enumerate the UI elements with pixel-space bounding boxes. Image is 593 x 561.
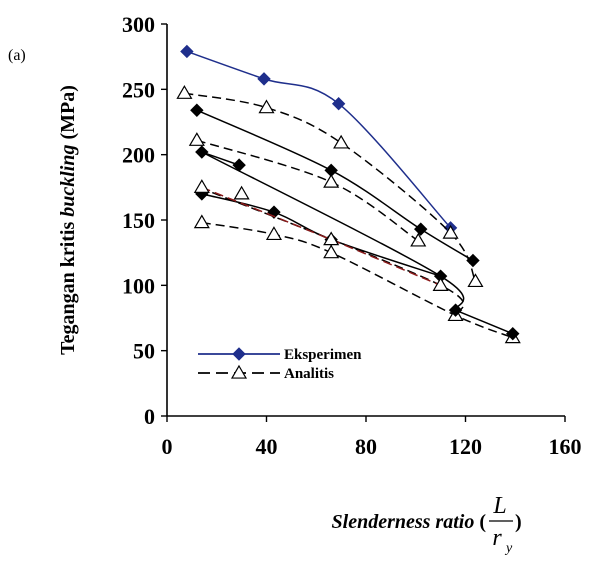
- y-tick-label: 300: [122, 12, 155, 37]
- series-1-point-4: [467, 273, 484, 288]
- y-tick-label: 200: [122, 143, 155, 168]
- series-line-8: [201, 221, 514, 339]
- series-1-point-1: [258, 99, 275, 114]
- series-line-5: [201, 193, 441, 277]
- series-line-2: [196, 109, 474, 262]
- series-9-point-0: [448, 303, 463, 317]
- series-line-1: [184, 92, 477, 282]
- x-axis-title-part: Slenderness ratio: [332, 511, 475, 533]
- legend-label: Analitis: [284, 366, 334, 382]
- series-line-3: [196, 139, 419, 242]
- series-line-7: [201, 186, 441, 287]
- legend-swatch-marker: [230, 364, 248, 379]
- x-axis-fraction-denominator: r: [492, 525, 502, 551]
- series-3-point-2: [410, 232, 427, 247]
- y-tick-label: 0: [144, 404, 155, 429]
- series-4-point-1: [232, 158, 246, 172]
- series-line-0: [186, 50, 452, 229]
- series-line-9: [455, 309, 514, 335]
- series-line-4: [201, 151, 240, 166]
- y-axis-title-part: (MPa): [57, 85, 79, 144]
- extra-line-1: [199, 186, 465, 316]
- x-tick-label: 160: [549, 434, 582, 459]
- series-0-point-1: [257, 72, 271, 86]
- y-tick-label: 100: [122, 273, 155, 298]
- series-7-point-0: [193, 179, 210, 193]
- x-axis-title-part: (: [474, 511, 486, 533]
- series-1-point-3: [442, 224, 459, 239]
- plot-series: [176, 44, 521, 344]
- series-3-point-1: [323, 173, 340, 188]
- y-tick-label: 250: [122, 77, 155, 102]
- series-3-point-0: [188, 132, 205, 146]
- series-2-point-2: [414, 222, 428, 236]
- legend-label: Eksperimen: [284, 347, 362, 363]
- labels: (a) Tegangan kritis buckling (MPa) Slender…: [8, 47, 522, 556]
- y-tick-label: 50: [133, 339, 155, 364]
- x-tick-label: 80: [355, 434, 377, 459]
- y-axis-title-part: buckling: [57, 144, 79, 216]
- y-tick-label: 150: [122, 208, 155, 233]
- legend-swatch-marker: [232, 347, 246, 361]
- series-2-point-0: [190, 103, 204, 117]
- panel-label: (a): [8, 47, 26, 64]
- extra-line-0: [198, 150, 465, 311]
- series-1-point-0: [176, 85, 193, 99]
- axes: 0 50 100 150 200 250 300 0 40 80 120 160: [122, 12, 582, 459]
- x-axis-title: Slenderness ratio (: [332, 511, 487, 533]
- legend: Eksperimen Analitis: [198, 347, 362, 382]
- series-9-point-1: [506, 326, 520, 341]
- x-axis-title-close: ): [515, 511, 522, 533]
- series-0-point-0: [180, 44, 194, 59]
- x-axis-fraction-numerator: L: [492, 493, 506, 519]
- series-0-point-2: [331, 96, 346, 111]
- x-tick-label: 40: [256, 434, 278, 459]
- series-8-point-1: [265, 226, 283, 241]
- series-4-point-0: [195, 145, 209, 159]
- y-axis-title-part: Tegangan kritis: [57, 217, 79, 355]
- series-8-point-2: [323, 244, 340, 259]
- x-tick-label: 0: [162, 434, 173, 459]
- x-tick-label: 120: [449, 434, 482, 459]
- y-axis-title: Tegangan kritis buckling (MPa): [57, 85, 79, 355]
- series-7-point-2: [432, 277, 449, 291]
- series-2-point-3: [466, 253, 480, 268]
- series-8-point-0: [193, 214, 210, 229]
- series-6-point-0: [233, 185, 250, 200]
- x-axis-fraction-subscript: y: [504, 541, 513, 556]
- series-1-point-2: [333, 134, 350, 149]
